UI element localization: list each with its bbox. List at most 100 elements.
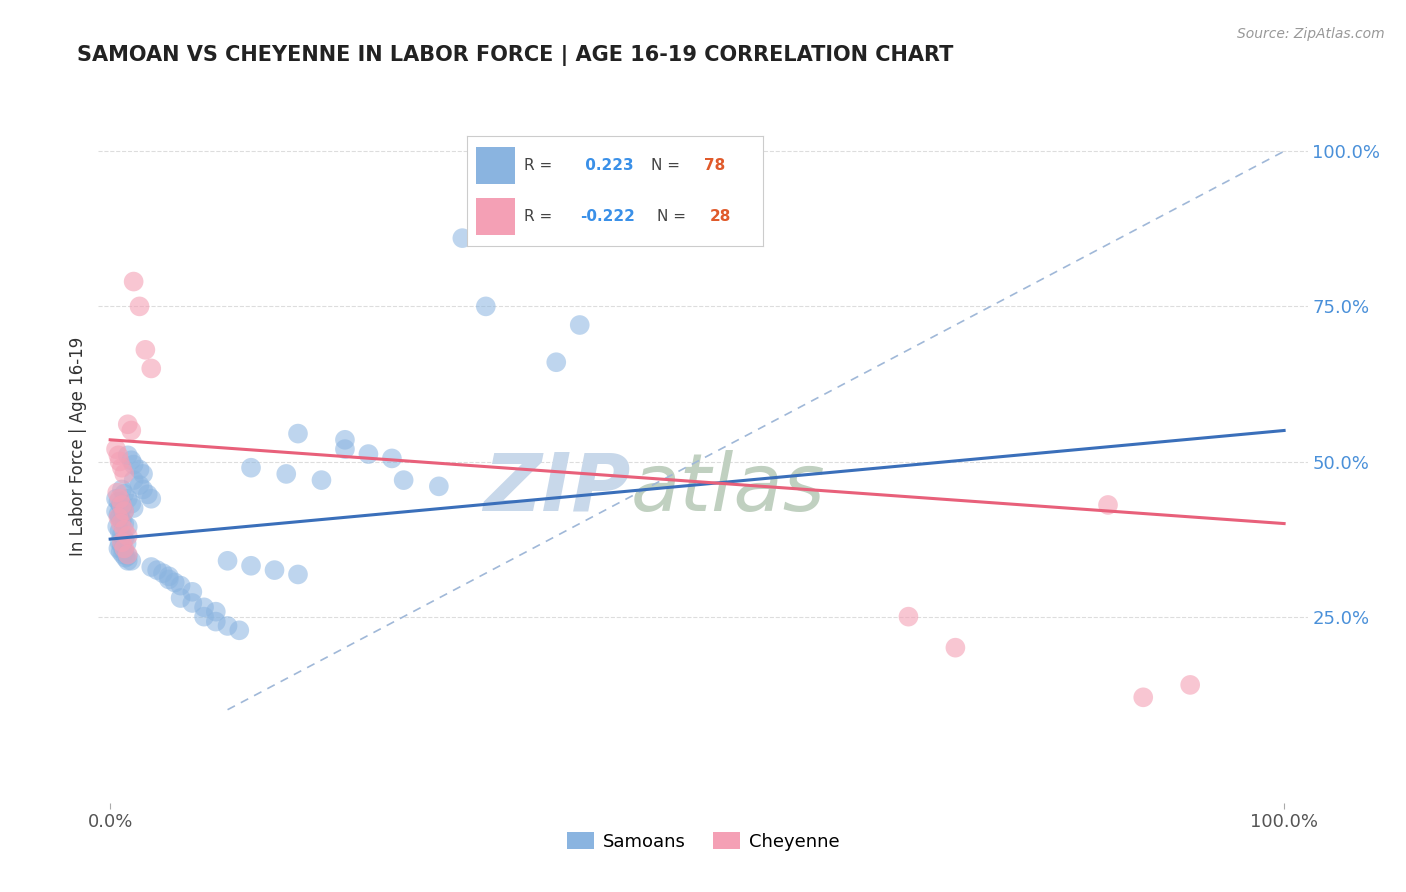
- Point: [117, 548, 139, 562]
- Point: [475, 299, 498, 313]
- Point: [111, 513, 134, 527]
- Point: [146, 563, 169, 577]
- Point: [120, 424, 142, 438]
- Point: [117, 448, 139, 462]
- Point: [451, 231, 474, 245]
- Point: [117, 417, 139, 432]
- Point: [111, 501, 134, 516]
- Point: [105, 442, 128, 456]
- Point: [169, 579, 191, 593]
- Point: [122, 275, 145, 289]
- Point: [112, 487, 135, 501]
- Point: [120, 554, 142, 568]
- Text: ZIP: ZIP: [484, 450, 630, 528]
- Point: [107, 448, 129, 462]
- Point: [122, 458, 145, 472]
- Point: [110, 498, 132, 512]
- Point: [204, 615, 226, 629]
- Point: [111, 540, 134, 554]
- Point: [333, 442, 356, 456]
- Point: [568, 318, 591, 332]
- Point: [107, 508, 129, 522]
- Point: [111, 460, 134, 475]
- Point: [117, 519, 139, 533]
- Point: [217, 554, 239, 568]
- Point: [357, 447, 380, 461]
- Point: [152, 566, 174, 581]
- Point: [112, 532, 135, 546]
- Point: [108, 454, 131, 468]
- Point: [105, 491, 128, 506]
- Point: [108, 510, 131, 524]
- Y-axis label: In Labor Force | Age 16-19: In Labor Force | Age 16-19: [69, 336, 87, 556]
- Point: [120, 497, 142, 511]
- Point: [117, 554, 139, 568]
- Point: [157, 569, 180, 583]
- Point: [163, 575, 186, 590]
- Point: [107, 541, 129, 556]
- Point: [381, 451, 404, 466]
- Point: [111, 483, 134, 497]
- Point: [112, 504, 135, 518]
- Point: [105, 519, 128, 533]
- Point: [263, 563, 285, 577]
- Legend: Samoans, Cheyenne: Samoans, Cheyenne: [560, 825, 846, 858]
- Point: [193, 609, 215, 624]
- Point: [111, 527, 134, 541]
- Point: [287, 426, 309, 441]
- Point: [311, 473, 333, 487]
- Point: [128, 478, 150, 492]
- Point: [108, 491, 131, 506]
- Point: [115, 536, 138, 550]
- Point: [181, 584, 204, 599]
- Point: [945, 640, 967, 655]
- Point: [110, 544, 132, 558]
- Point: [240, 460, 263, 475]
- Text: atlas: atlas: [630, 450, 825, 528]
- Point: [181, 596, 204, 610]
- Point: [157, 573, 180, 587]
- Point: [1097, 498, 1119, 512]
- Point: [392, 473, 415, 487]
- Point: [128, 462, 150, 476]
- Point: [120, 453, 142, 467]
- Text: SAMOAN VS CHEYENNE IN LABOR FORCE | AGE 16-19 CORRELATION CHART: SAMOAN VS CHEYENNE IN LABOR FORCE | AGE …: [77, 45, 953, 66]
- Point: [141, 361, 163, 376]
- Point: [107, 510, 129, 524]
- Point: [112, 548, 135, 562]
- Point: [136, 487, 159, 501]
- Point: [128, 299, 150, 313]
- Point: [240, 558, 263, 573]
- Point: [276, 467, 298, 481]
- Point: [132, 483, 155, 497]
- Point: [105, 485, 128, 500]
- Point: [108, 535, 131, 549]
- Point: [287, 567, 309, 582]
- Point: [112, 467, 135, 481]
- Point: [112, 544, 135, 558]
- Point: [141, 560, 163, 574]
- Point: [228, 624, 250, 638]
- Point: [546, 355, 568, 369]
- Point: [122, 501, 145, 516]
- Point: [105, 504, 128, 518]
- Point: [193, 600, 215, 615]
- Point: [117, 529, 139, 543]
- Point: [1180, 678, 1202, 692]
- Point: [427, 479, 450, 493]
- Point: [1132, 690, 1154, 705]
- Point: [217, 619, 239, 633]
- Point: [108, 524, 131, 538]
- Point: [169, 591, 191, 605]
- Point: [111, 498, 134, 512]
- Point: [141, 491, 163, 506]
- Point: [112, 504, 135, 518]
- Point: [134, 343, 156, 357]
- Point: [117, 549, 139, 563]
- Point: [114, 550, 136, 565]
- Point: [112, 523, 135, 537]
- Point: [112, 541, 135, 556]
- Point: [122, 473, 145, 487]
- Point: [132, 467, 155, 481]
- Point: [107, 495, 129, 509]
